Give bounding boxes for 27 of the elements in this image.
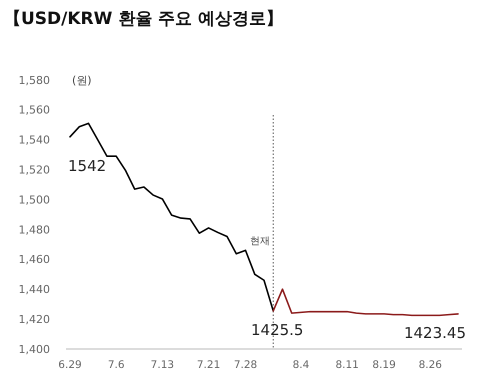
chart-title: 【USD/KRW 환율 주요 예상경로】 [4, 9, 284, 29]
y-axis-title: (원) [72, 74, 92, 87]
y-tick-label: 1,480 [18, 223, 50, 236]
x-tick-label: 8.11 [335, 359, 359, 371]
line-series [69, 122, 274, 312]
y-tick-label: 1,500 [18, 193, 50, 206]
x-tick-label: 8.4 [292, 359, 310, 371]
y-tick-label: 1,540 [18, 134, 50, 147]
y-tick-label: 1,460 [18, 253, 50, 266]
y-tick-label: 1,420 [18, 312, 50, 326]
y-tick-label: 1,400 [18, 342, 50, 356]
annotation: 현재 [250, 236, 270, 247]
y-tick-label: 1,580 [18, 74, 50, 87]
line-series [272, 288, 459, 316]
x-tick-label: 7.21 [196, 359, 220, 371]
x-tick-label: 7.6 [108, 359, 125, 371]
data-label: 1542 [68, 156, 106, 175]
y-tick-label: 1,520 [18, 164, 50, 177]
x-tick-label: 7.28 [234, 359, 258, 371]
data-label: 1423.45 [404, 324, 466, 342]
y-tick-label: 1,440 [18, 283, 50, 296]
x-tick-label: 7.13 [150, 359, 174, 371]
x-tick-label: 8.19 [372, 359, 396, 371]
x-tick-label: 8.26 [418, 359, 442, 371]
x-tick-label: 6.29 [58, 359, 82, 371]
y-tick-label: 1,560 [18, 104, 50, 117]
data-label: 1425.5 [250, 320, 304, 339]
